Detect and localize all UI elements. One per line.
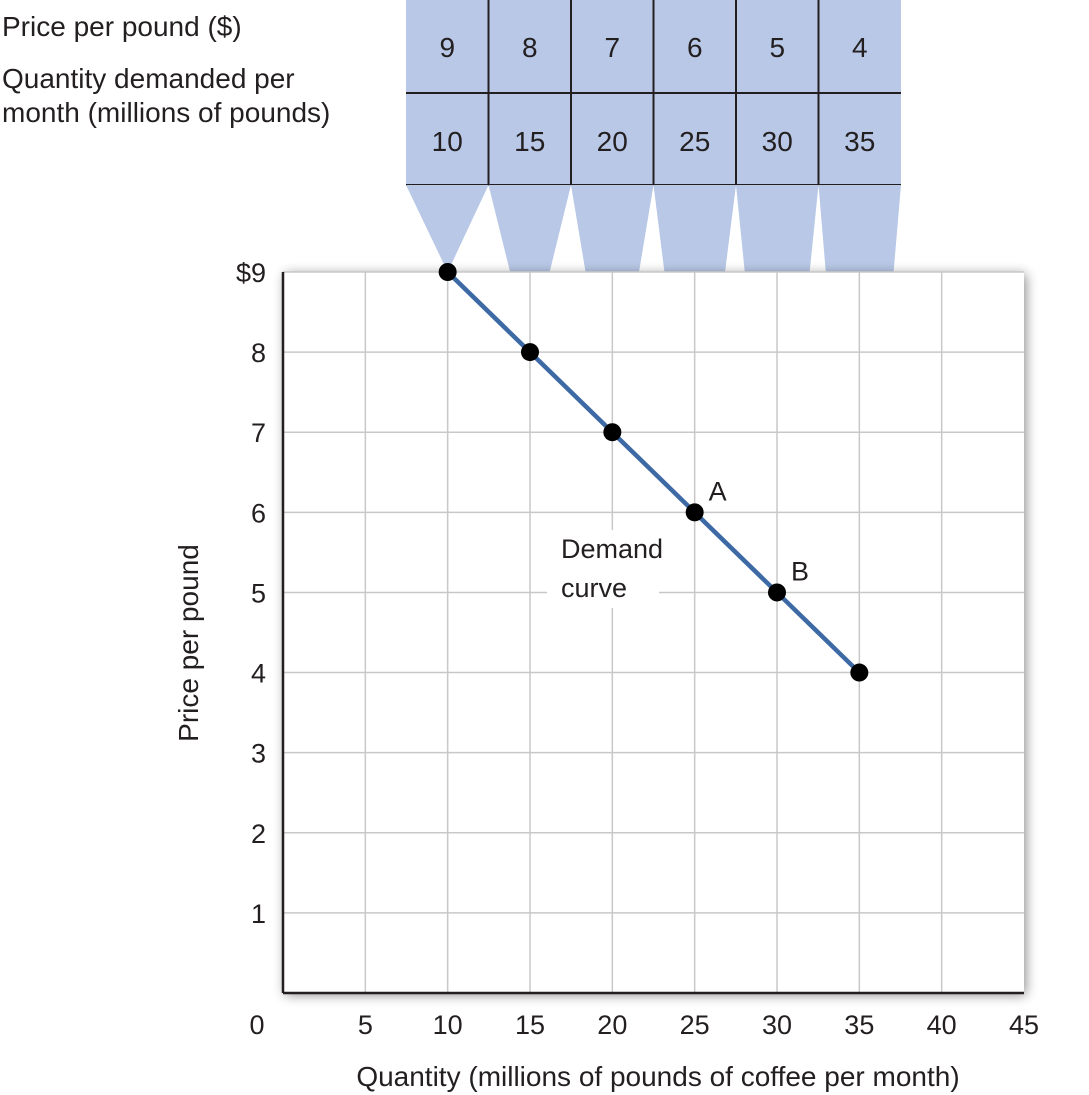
schedule-table: 9 8 7 6 5 4 10 15 20 25 30 35 [406, 0, 901, 186]
point-annotations: AB [709, 476, 809, 586]
demand-curve-line [446, 270, 861, 675]
table-price-cell: 8 [522, 32, 538, 63]
x-tick-label: 20 [597, 1010, 627, 1040]
y-tick-label: 7 [251, 418, 266, 448]
funnel-shape [406, 185, 489, 272]
x-tick-label: 35 [844, 1010, 874, 1040]
table-quantity-cell: 30 [762, 126, 793, 157]
demand-point [603, 423, 622, 442]
table-price-cell: 9 [439, 32, 455, 63]
table-quantity-cell: 35 [844, 126, 875, 157]
table-quantity-label-line2: month (millions of pounds) [2, 97, 330, 128]
y-tick-label: 2 [251, 819, 266, 849]
table-price-cell: 4 [852, 32, 868, 63]
table-price-cell: 5 [769, 32, 785, 63]
x-tick-label: 40 [927, 1010, 957, 1040]
curve-label-line2: curve [561, 573, 627, 603]
grid-lines [283, 271, 1024, 993]
y-tick-label: 3 [251, 739, 266, 769]
x-tick-label: 45 [1009, 1010, 1039, 1040]
table-price-label: Price per pound ($) [2, 11, 242, 42]
y-tick-label: 6 [251, 498, 266, 528]
point-label: A [709, 476, 727, 506]
curve-label-background [547, 530, 659, 608]
demand-point [768, 583, 786, 602]
y-axis-label: Price per pound [173, 544, 204, 742]
demand-point [850, 663, 869, 682]
y-tick-label: 8 [251, 338, 266, 368]
x-tick-label: 25 [680, 1010, 710, 1040]
curve-label-line1: Demand [561, 534, 663, 564]
x-tick-label: 10 [433, 1010, 463, 1040]
plot-area [283, 272, 1024, 993]
table-quantity-cell: 15 [514, 126, 545, 157]
funnel-shape [488, 185, 571, 353]
demand-point [521, 343, 539, 362]
demand-series [438, 263, 869, 682]
table-quantity-cell: 25 [679, 126, 710, 157]
table-quantity-label-line1: Quantity demanded per [2, 63, 295, 94]
y-tick-label: 4 [251, 659, 266, 689]
point-label: B [791, 556, 809, 586]
x-tick-label: 0 [249, 1010, 264, 1040]
table-price-cell: 7 [604, 32, 620, 63]
x-tick-label: 5 [358, 1010, 373, 1040]
table-quantity-cell: 10 [432, 126, 463, 157]
x-tick-label: 30 [762, 1010, 792, 1040]
x-tick-label: 15 [515, 1010, 545, 1040]
demand-point [685, 503, 704, 522]
y-tick-label: $9 [236, 258, 266, 288]
x-axis-label: Quantity (millions of pounds of coffee p… [356, 1061, 959, 1092]
y-tick-label: 5 [251, 578, 266, 608]
demand-point [438, 263, 457, 281]
y-tick-label: 1 [251, 899, 266, 929]
table-price-cell: 6 [687, 32, 703, 63]
table-quantity-cell: 20 [597, 126, 628, 157]
